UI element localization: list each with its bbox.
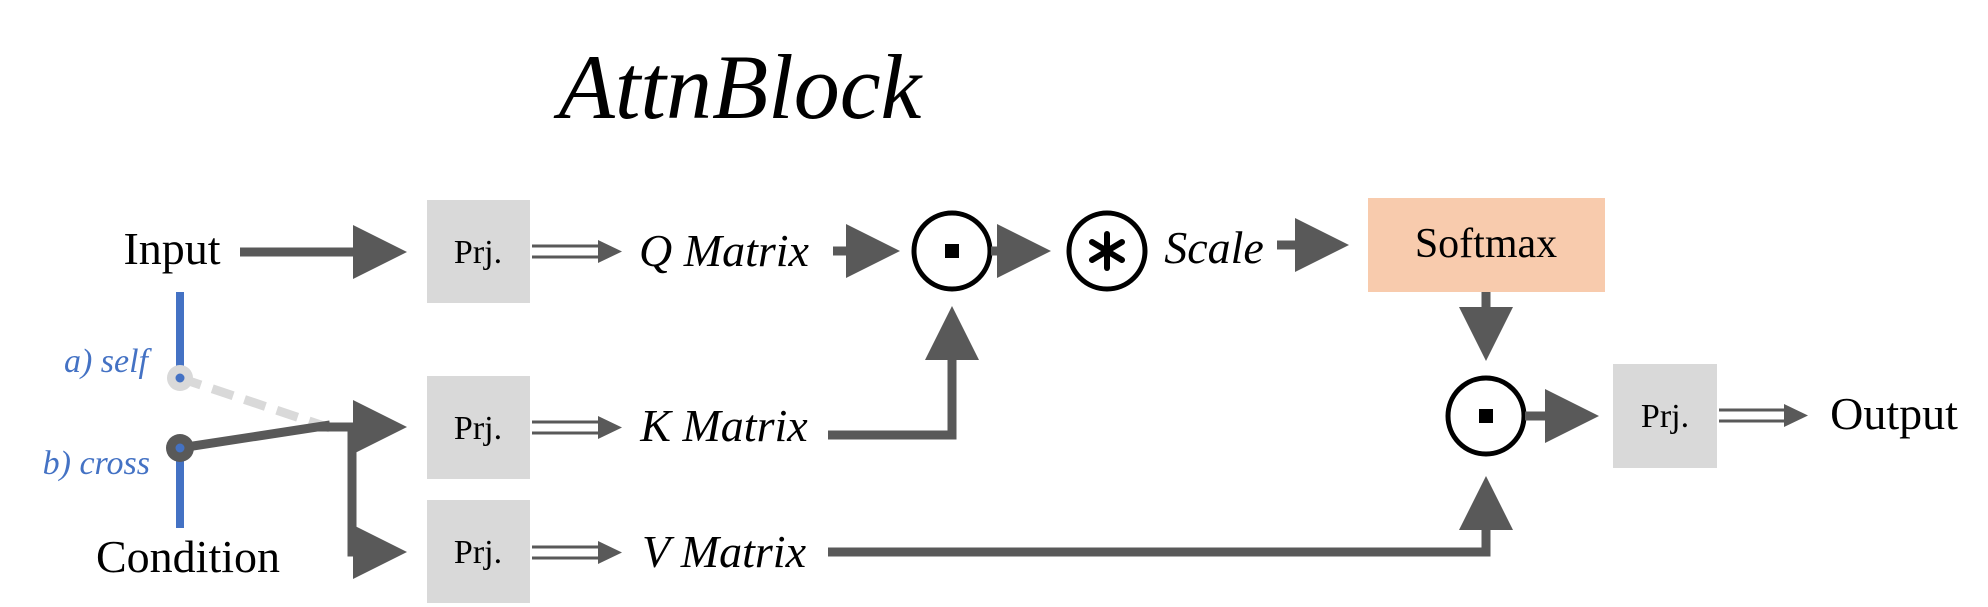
condition-label: Condition [96,531,280,582]
double-arrow-k [532,416,622,439]
self-label: a) self [64,343,153,380]
v-prj-box [427,500,530,603]
dot-product-node-1 [911,210,993,292]
cross-switch-dot [175,443,185,453]
softmax-box [1368,198,1605,292]
arrow-k-to-dot [828,306,979,440]
v-prj-label: Prj. [454,534,502,571]
k-matrix-label: K Matrix [639,400,808,451]
double-arrow-output [1719,404,1808,427]
out-prj-box [1613,364,1717,468]
self-switch-dot [175,373,185,383]
k-prj-label: Prj. [454,410,502,447]
k-prj-box [427,376,530,479]
double-arrow-q [532,240,622,263]
input-label: Input [123,223,220,274]
diagram-title: AttnBlock [553,36,924,138]
branch-to-v [347,427,407,579]
q-prj-label: Prj. [454,234,502,271]
v-matrix-label: V Matrix [642,526,807,577]
softmax-label: Softmax [1415,221,1557,267]
cross-label: b) cross [43,445,150,482]
cross-path [179,420,331,453]
output-label: Output [1830,388,1958,439]
dot-product-node-2 [1445,375,1527,457]
self-dashed-path [178,373,332,433]
scale-label: Scale [1164,222,1264,273]
double-arrow-v [532,541,622,564]
arrow-v-to-dot2 [828,476,1513,557]
q-matrix-label: Q Matrix [639,225,810,276]
out-prj-label: Prj. [1641,398,1689,435]
q-prj-box [427,200,530,303]
multiply-node [1066,210,1148,292]
